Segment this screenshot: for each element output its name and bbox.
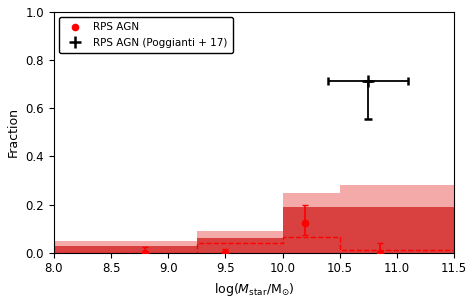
Y-axis label: Fraction: Fraction: [7, 107, 20, 157]
Legend: RPS AGN, RPS AGN (Poggianti + 17): RPS AGN, RPS AGN (Poggianti + 17): [59, 17, 233, 53]
X-axis label: log($M_{\mathrm{star}}/\mathrm{M}_{\odot}$): log($M_{\mathrm{star}}/\mathrm{M}_{\odot…: [214, 281, 294, 298]
